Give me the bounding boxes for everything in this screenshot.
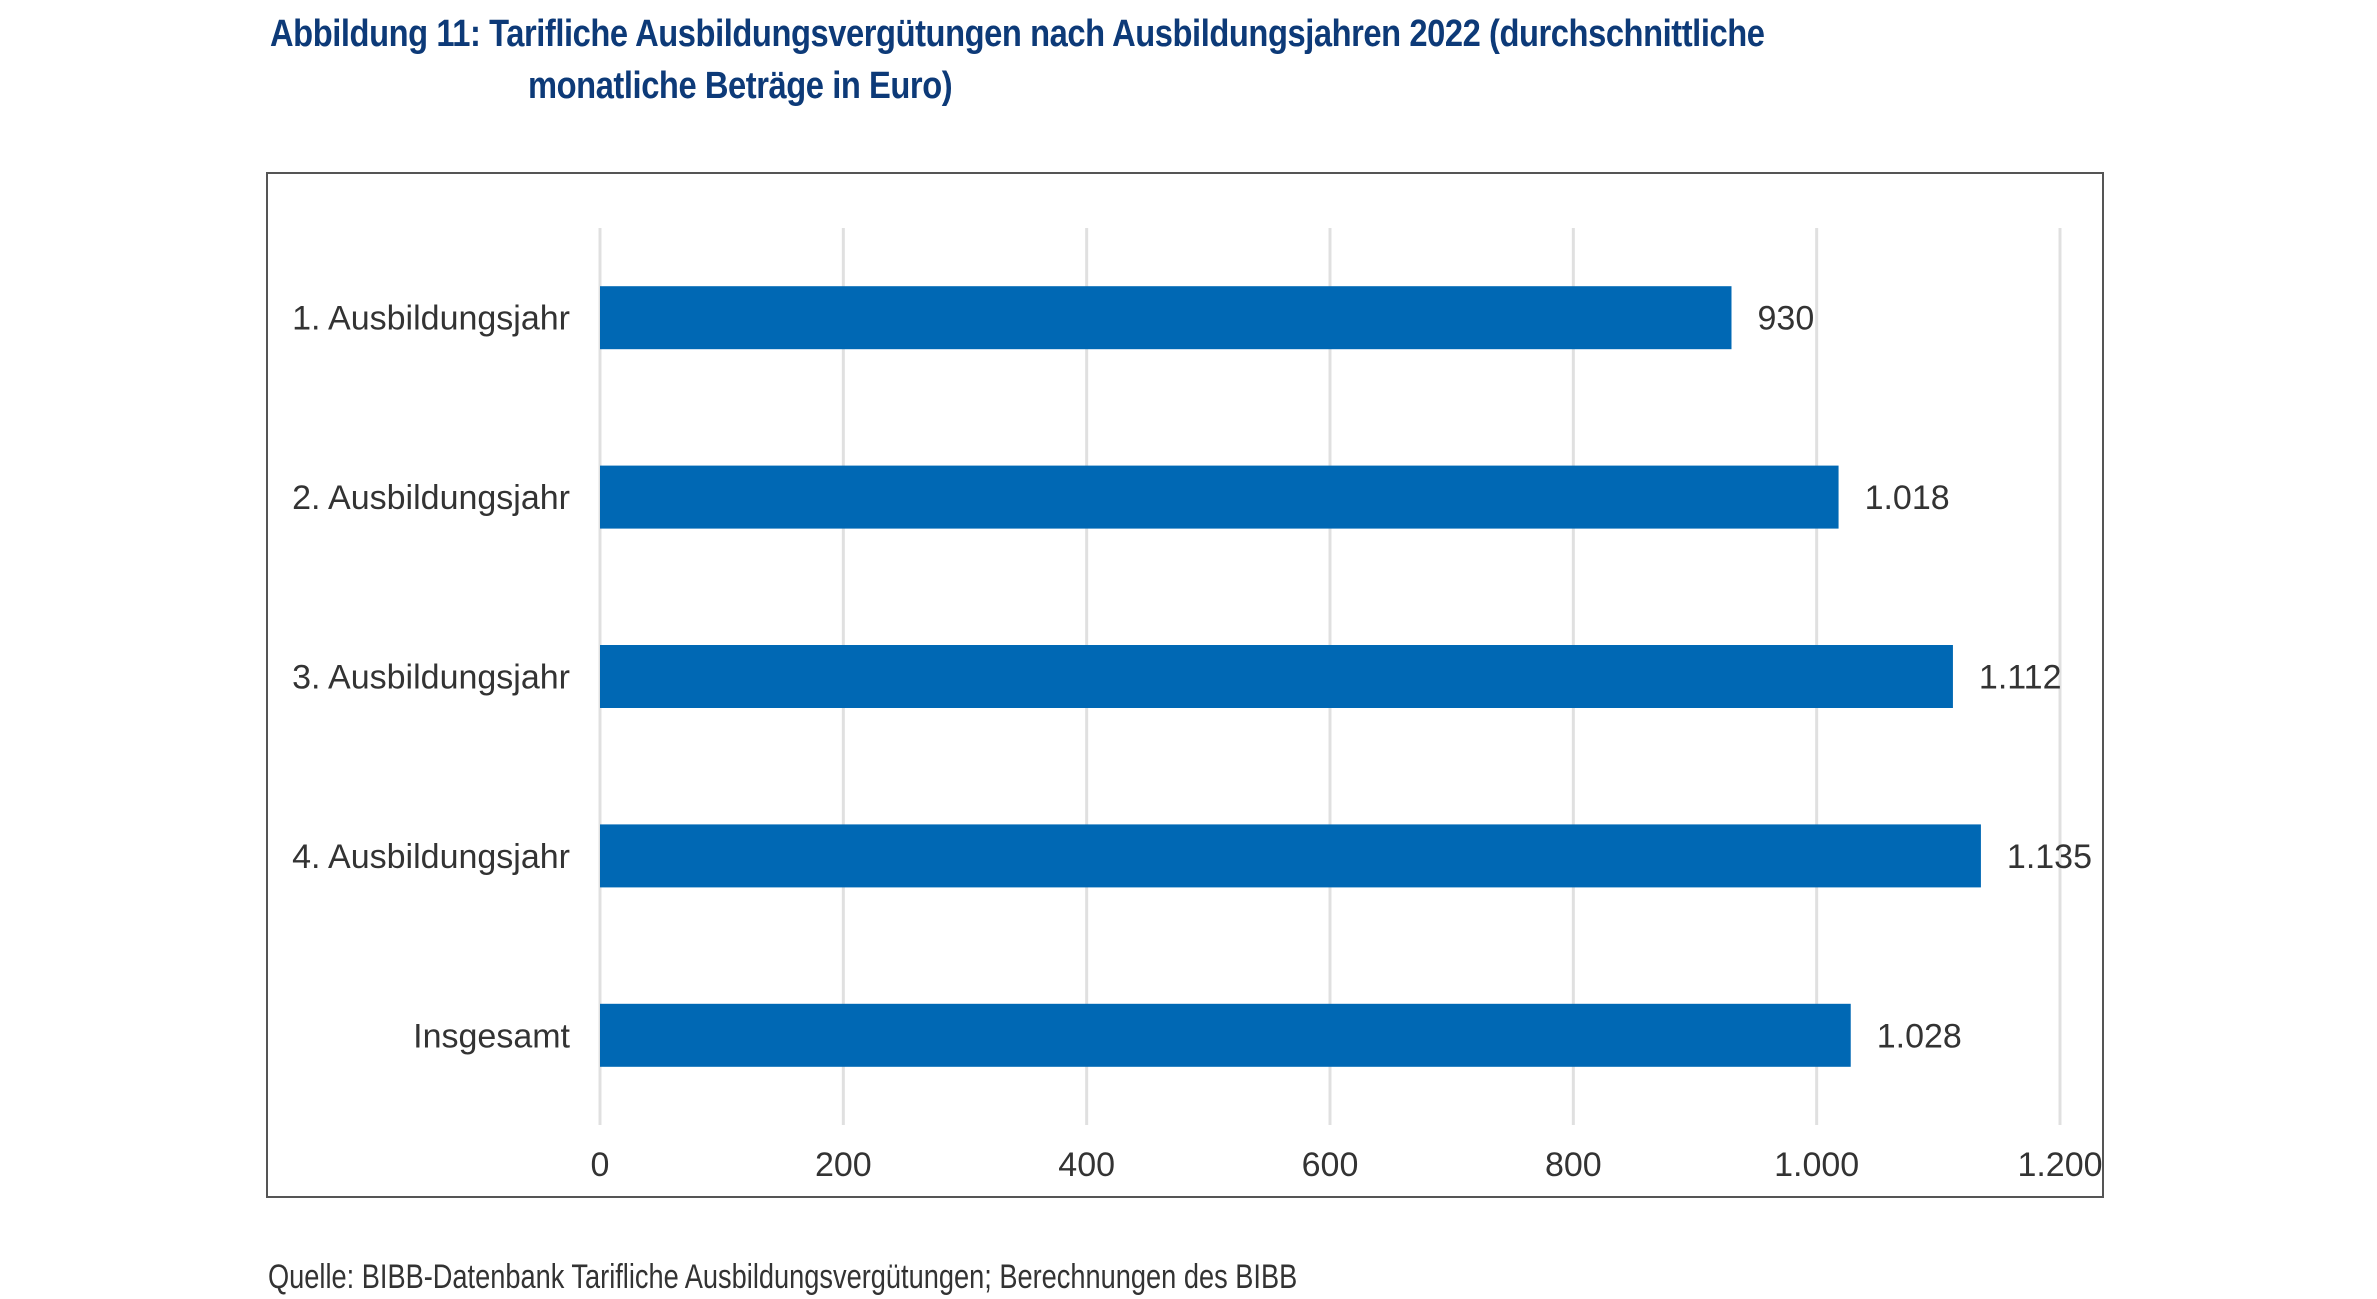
bar [600, 465, 1839, 529]
value-label: 1.028 [1877, 1017, 1962, 1055]
bar [600, 824, 1981, 888]
x-tick-label: 1.000 [1774, 1146, 1859, 1184]
bars [600, 286, 1981, 1067]
category-label: 4. Ausbildungsjahr [292, 838, 570, 876]
category-label: 3. Ausbildungsjahr [292, 659, 570, 697]
category-label: 1. Ausbildungsjahr [292, 300, 570, 338]
x-tick-labels: 0 200 400 600 800 1.000 1.200 [591, 1146, 2103, 1184]
value-label: 1.135 [2007, 838, 2092, 876]
x-tick-label: 800 [1545, 1146, 1602, 1184]
x-tick-label: 0 [591, 1146, 610, 1184]
bar [600, 286, 1732, 350]
x-tick-label: 1.200 [2017, 1146, 2102, 1184]
x-tick-label: 400 [1058, 1146, 1115, 1184]
title-line-2: monatliche Beträge in Euro) [528, 65, 953, 107]
value-label: 1.112 [1979, 659, 2062, 697]
value-label: 1.018 [1865, 479, 1950, 517]
title-line-1: Abbildung 11: Tarifliche Ausbildungsverg… [270, 13, 1765, 55]
value-labels: 930 1.018 1.112 1.135 1.028 [1758, 300, 2093, 1056]
category-labels: 1. Ausbildungsjahr 2. Ausbildungsjahr 3. A… [292, 300, 570, 1056]
category-label: 2. Ausbildungsjahr [292, 479, 570, 517]
source-note: Quelle: BIBB-Datenbank Tarifliche Ausbil… [268, 1258, 1298, 1296]
value-label: 930 [1758, 300, 1815, 338]
bar [600, 1003, 1851, 1067]
x-tick-label: 200 [815, 1146, 872, 1184]
chart-frame [266, 172, 2104, 1198]
x-tick-label: 600 [1302, 1146, 1359, 1184]
chart-title: Abbildung 11: Tarifliche Ausbildungsverg… [270, 8, 1765, 112]
category-label: Insgesamt [413, 1017, 570, 1055]
bar [600, 645, 1953, 708]
